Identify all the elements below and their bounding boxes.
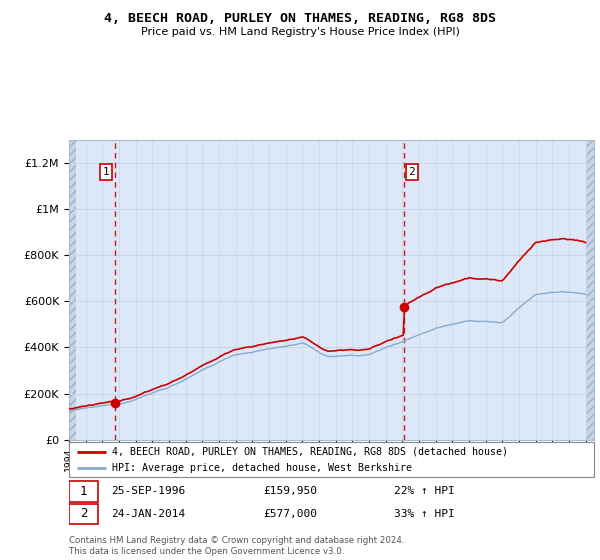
Text: 22% ↑ HPI: 22% ↑ HPI: [395, 486, 455, 496]
FancyBboxPatch shape: [69, 481, 98, 502]
Text: 33% ↑ HPI: 33% ↑ HPI: [395, 509, 455, 519]
Text: £159,950: £159,950: [263, 486, 317, 496]
Text: 2: 2: [80, 507, 87, 520]
Text: 2: 2: [409, 167, 415, 178]
Text: 4, BEECH ROAD, PURLEY ON THAMES, READING, RG8 8DS (detached house): 4, BEECH ROAD, PURLEY ON THAMES, READING…: [112, 447, 508, 457]
FancyBboxPatch shape: [69, 442, 594, 477]
Text: Price paid vs. HM Land Registry's House Price Index (HPI): Price paid vs. HM Land Registry's House …: [140, 27, 460, 37]
Text: 25-SEP-1996: 25-SEP-1996: [111, 486, 185, 496]
FancyBboxPatch shape: [69, 503, 98, 524]
Text: 24-JAN-2014: 24-JAN-2014: [111, 509, 185, 519]
Bar: [69, 140, 76, 440]
Text: 1: 1: [80, 485, 87, 498]
Text: 4, BEECH ROAD, PURLEY ON THAMES, READING, RG8 8DS: 4, BEECH ROAD, PURLEY ON THAMES, READING…: [104, 12, 496, 25]
Bar: [586, 140, 594, 440]
Text: Contains HM Land Registry data © Crown copyright and database right 2024.
This d: Contains HM Land Registry data © Crown c…: [69, 536, 404, 556]
Text: £577,000: £577,000: [263, 509, 317, 519]
Text: HPI: Average price, detached house, West Berkshire: HPI: Average price, detached house, West…: [112, 463, 412, 473]
Text: 1: 1: [103, 167, 110, 178]
